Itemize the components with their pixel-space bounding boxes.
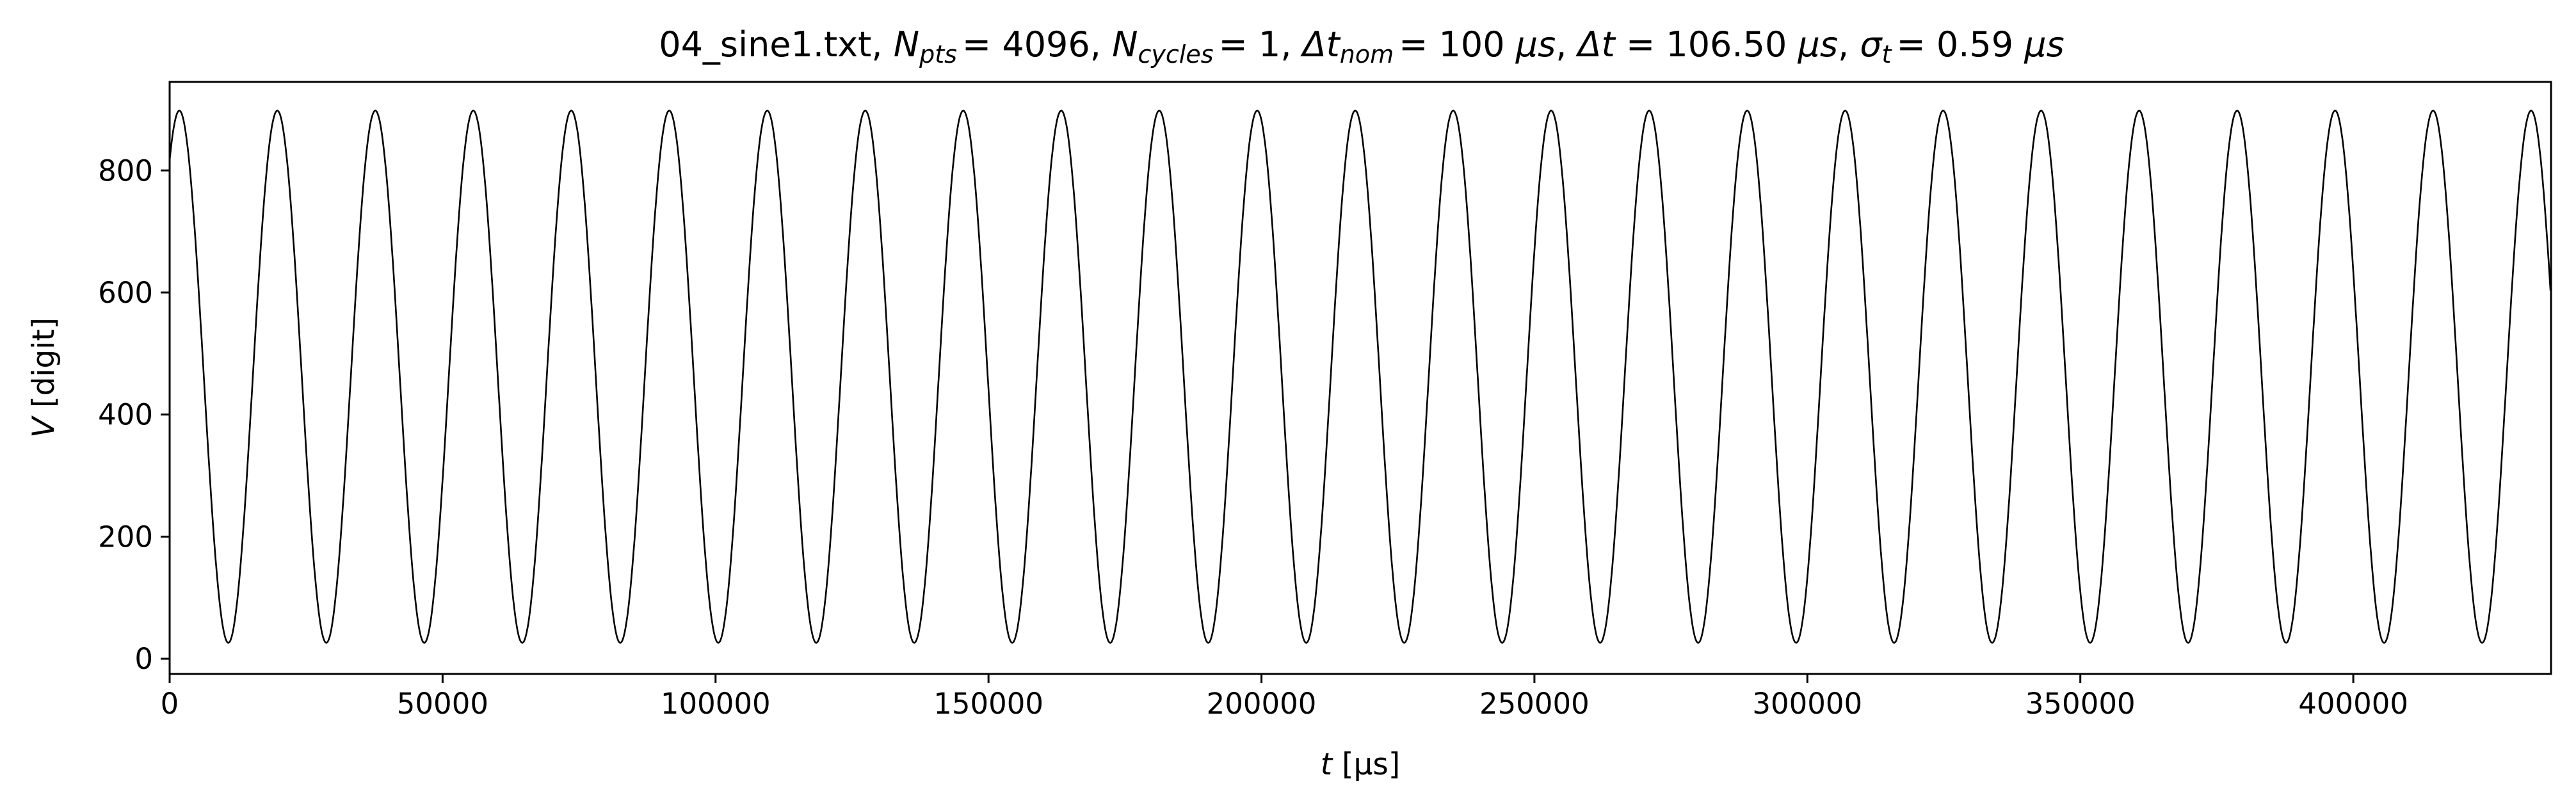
x-tick-label: 100000: [661, 687, 771, 721]
plot-area: [170, 109, 2551, 644]
x-tick-label: 200000: [1207, 687, 1317, 721]
plot-frame: [168, 81, 2552, 675]
x-tick-label: 150000: [933, 687, 1043, 721]
chart-title: 04_sine1.txt, Npts = 4096, Ncycles = 1, Δt…: [659, 24, 2065, 68]
x-axis-label: t [μs]: [1321, 747, 1400, 782]
y-tick-label: 800: [98, 154, 153, 188]
y-tick-label: 200: [98, 520, 153, 554]
series-line-sine: [170, 109, 2551, 644]
x-tick-label: 300000: [1752, 687, 1862, 721]
y-axis-ticks: 0 200 400 600 800: [98, 154, 170, 676]
y-tick-label: 0: [134, 642, 153, 676]
x-tick-label: 50000: [397, 687, 488, 721]
x-tick-label: 400000: [2298, 687, 2408, 721]
x-tick-label: 250000: [1479, 687, 1590, 721]
x-axis-ticks: 0 50000 100000 150000 200000 250000 300000 3500…: [161, 674, 2408, 721]
y-tick-label: 600: [98, 276, 153, 310]
x-tick-label: 350000: [2025, 687, 2136, 721]
y-tick-label: 400: [98, 398, 153, 432]
y-axis-label: V [digit]: [26, 317, 61, 438]
x-tick-label: 0: [161, 687, 179, 721]
